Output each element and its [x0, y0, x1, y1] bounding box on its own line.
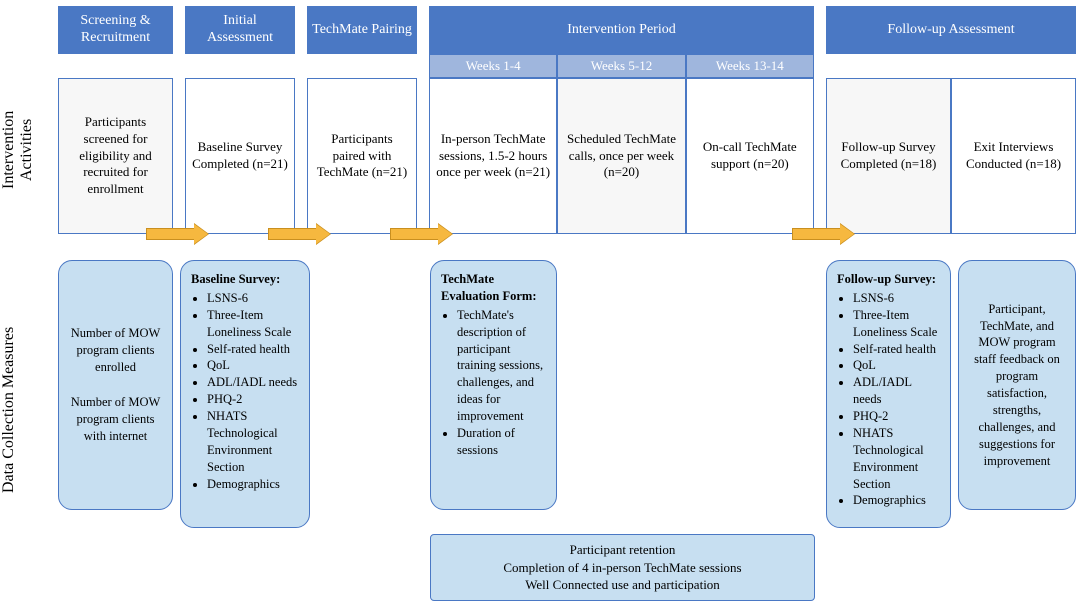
- measure-screening-line1: Number of MOW program clients enrolled: [69, 325, 162, 376]
- list-item: NHATS Technological Environment Section: [207, 408, 299, 476]
- measure-exit-feedback: Participant, TechMate, and MOW program s…: [958, 260, 1076, 510]
- list-item: ADL/IADL needs: [207, 374, 299, 391]
- phase-pairing: TechMate Pairing Participants paired wit…: [307, 6, 417, 234]
- measure-baseline-list: LSNS-6 Three-Item Loneliness Scale Self-…: [191, 290, 299, 493]
- phase-body-pairing: Participants paired with TechMate (n=21): [307, 78, 417, 234]
- phase-body-initial: Baseline Survey Completed (n=21): [185, 78, 295, 234]
- list-item: Three-Item Loneliness Scale: [853, 307, 940, 341]
- retention-line2: Completion of 4 in-person TechMate sessi…: [443, 559, 802, 577]
- phase-body-exit-interviews: Exit Interviews Conducted (n=18): [951, 78, 1076, 234]
- measure-exit-text: Participant, TechMate, and MOW program s…: [969, 301, 1065, 470]
- phase-header-initial: Initial Assessment: [185, 6, 295, 54]
- measure-baseline: Baseline Survey: LSNS-6 Three-Item Lonel…: [180, 260, 310, 528]
- measure-baseline-title: Baseline Survey:: [191, 272, 280, 286]
- phase-followup: Follow-up Assessment Follow-up Survey Co…: [826, 6, 1076, 234]
- row-label-measures: Data Collection Measures: [0, 310, 32, 510]
- list-item: PHQ-2: [853, 408, 940, 425]
- measure-followup-title: Follow-up Survey:: [837, 272, 936, 286]
- measure-eval-title: TechMate Evaluation Form:: [441, 272, 536, 303]
- arrow-icon: [390, 224, 450, 244]
- measure-eval-list: TechMate's description of participant tr…: [441, 307, 546, 459]
- list-item: Three-Item Loneliness Scale: [207, 307, 299, 341]
- measure-followup-list: LSNS-6 Three-Item Loneliness Scale Self-…: [837, 290, 940, 509]
- subheader-weeks13-14: Weeks 13-14: [686, 54, 814, 78]
- phase-header-screening: Screening & Recruitment: [58, 6, 173, 54]
- measure-retention: Participant retention Completion of 4 in…: [430, 534, 815, 601]
- list-item: NHATS Technological Environment Section: [853, 425, 940, 493]
- phase-initial: Initial Assessment Baseline Survey Compl…: [185, 6, 295, 234]
- phase-header-followup: Follow-up Assessment: [826, 6, 1076, 54]
- phase-body-screening: Participants screened for eligibility an…: [58, 78, 173, 234]
- subheader-weeks5-12: Weeks 5-12: [557, 54, 685, 78]
- subheader-weeks1-4: Weeks 1-4: [429, 54, 557, 78]
- list-item: Self-rated health: [853, 341, 940, 358]
- retention-line1: Participant retention: [443, 541, 802, 559]
- phase-body-weeks1-4: In-person TechMate sessions, 1.5-2 hours…: [429, 78, 557, 234]
- phase-body-weeks5-12: Scheduled TechMate calls, once per week …: [557, 78, 685, 234]
- list-item: LSNS-6: [207, 290, 299, 307]
- phase-intervention: Intervention Period Weeks 1-4 In-person …: [429, 6, 814, 234]
- list-item: Self-rated health: [207, 341, 299, 358]
- list-item: PHQ-2: [207, 391, 299, 408]
- arrow-icon: [146, 224, 206, 244]
- list-item: LSNS-6: [853, 290, 940, 307]
- phase-body-followup-survey: Follow-up Survey Completed (n=18): [826, 78, 951, 234]
- list-item: TechMate's description of participant tr…: [457, 307, 546, 425]
- arrow-icon: [792, 224, 852, 244]
- list-item: Demographics: [207, 476, 299, 493]
- phase-header-pairing: TechMate Pairing: [307, 6, 417, 54]
- intervention-activities-row: Screening & Recruitment Participants scr…: [58, 6, 1078, 236]
- list-item: Demographics: [853, 492, 940, 509]
- measure-followup-survey: Follow-up Survey: LSNS-6 Three-Item Lone…: [826, 260, 951, 528]
- arrow-icon: [268, 224, 328, 244]
- list-item: Duration of sessions: [457, 425, 546, 459]
- phase-body-weeks13-14: On-call TechMate support (n=20): [686, 78, 814, 234]
- list-item: ADL/IADL needs: [853, 374, 940, 408]
- measure-screening: Number of MOW program clients enrolled N…: [58, 260, 173, 510]
- retention-line3: Well Connected use and participation: [443, 576, 802, 594]
- list-item: QoL: [207, 357, 299, 374]
- measure-eval-form: TechMate Evaluation Form: TechMate's des…: [430, 260, 557, 510]
- measure-screening-line2: Number of MOW program clients with inter…: [69, 394, 162, 445]
- row-label-intervention: Intervention Activities: [0, 80, 32, 220]
- phase-screening: Screening & Recruitment Participants scr…: [58, 6, 173, 234]
- list-item: QoL: [853, 357, 940, 374]
- phase-header-intervention: Intervention Period: [429, 6, 814, 54]
